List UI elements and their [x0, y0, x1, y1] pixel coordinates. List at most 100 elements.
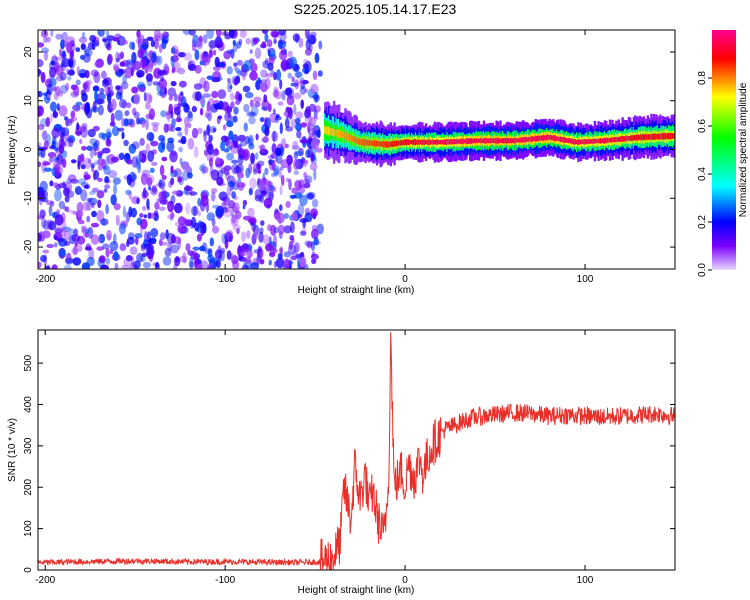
heatmap-signal-cell — [650, 133, 653, 140]
heatmap-signal-cell — [582, 139, 585, 144]
heatmap-noise-cell — [131, 141, 140, 150]
heatmap-noise-cell — [122, 75, 127, 84]
heatmap-noise-cell — [259, 258, 265, 265]
heatmap-noise-cell — [117, 72, 122, 78]
heatmap-noise-cell — [189, 256, 194, 268]
heatmap-noise-cell — [304, 30, 310, 40]
heatmap-noise-cell — [199, 107, 204, 116]
heatmap-noise-cell — [250, 152, 255, 165]
heatmap-noise-cell — [232, 224, 241, 231]
heatmap-noise-cell — [279, 247, 283, 254]
heatmap-noise-cell — [248, 111, 257, 117]
heatmap-noise-cell — [173, 106, 181, 116]
heatmap-noise-cell — [209, 170, 213, 177]
heatmap-noise-cell — [236, 172, 244, 179]
heatmap-signal-cell — [569, 138, 573, 144]
heatmap-noise-cell — [211, 188, 218, 194]
heatmap-noise-cell — [149, 237, 157, 245]
heatmap-signal-cell — [480, 138, 483, 144]
heatmap-signal-cell — [349, 134, 352, 141]
heatmap-signal-cell — [327, 126, 331, 136]
heatmap-noise-cell — [237, 144, 242, 154]
heatmap-noise-cell — [92, 100, 97, 112]
heatmap-noise-cell — [177, 216, 186, 226]
heatmap-noise-cell — [300, 159, 309, 164]
heatmap-noise-cell — [43, 50, 49, 61]
heatmap-noise-cell — [215, 39, 224, 49]
heatmap-signal-cell — [361, 138, 365, 146]
heatmap-noise-cell — [315, 147, 323, 153]
heatmap-noise-cell — [307, 122, 312, 128]
heatmap-signal-cell — [519, 137, 522, 143]
heatmap-signal-cell — [359, 139, 362, 145]
heatmap-noise-cell — [212, 148, 220, 157]
heatmap-noise-cell — [53, 182, 59, 189]
heatmap-noise-cell — [302, 67, 310, 74]
heatmap-signal-cell — [472, 138, 476, 144]
heatmap-noise-cell — [297, 203, 305, 216]
heatmap-noise-cell — [293, 151, 298, 160]
heatmap-signal-cell — [424, 139, 428, 145]
heatmap-noise-cell — [279, 166, 284, 171]
heatmap-signal-cell — [364, 139, 367, 146]
heatmap-noise-cell — [190, 189, 193, 197]
heatmap-noise-cell — [92, 85, 100, 92]
heatmap-signal-cell — [330, 128, 333, 136]
heatmap-noise-cell — [241, 264, 249, 269]
y-tick-label: 100 — [23, 520, 34, 537]
heatmap-noise-cell — [299, 86, 307, 95]
heatmap-signal-cell — [486, 138, 489, 143]
heatmap-signal-cell — [656, 134, 659, 140]
heatmap-noise-cell — [174, 256, 181, 267]
heatmap-noise-cell — [214, 102, 224, 110]
heatmap-noise-cell — [227, 77, 231, 83]
heatmap-noise-cell — [206, 101, 211, 112]
heatmap-noise-cell — [117, 39, 121, 45]
heatmap-noise-cell — [165, 112, 172, 120]
heatmap-noise-cell — [310, 208, 319, 218]
heatmap-noise-cell — [267, 62, 274, 71]
heatmap-signal-cell — [539, 136, 542, 141]
heatmap-signal-cell — [451, 139, 454, 145]
heatmap-noise-cell — [84, 70, 90, 79]
heatmap-noise-cell — [136, 197, 140, 205]
heatmap-noise-cell — [283, 251, 292, 258]
heatmap-noise-cell — [273, 165, 280, 175]
heatmap-noise-cell — [283, 111, 289, 117]
heatmap-noise-cell — [88, 248, 95, 260]
heatmap-noise-cell — [105, 128, 112, 140]
heatmap-noise-cell — [264, 167, 269, 176]
heatmap-noise-cell — [187, 138, 195, 150]
heatmap-noise-cell — [152, 81, 160, 86]
heatmap-noise-cell — [178, 52, 186, 58]
heatmap-noise-cell — [161, 156, 168, 162]
heatmap-noise-cell — [81, 262, 90, 269]
heatmap-signal-cell — [379, 141, 382, 147]
heatmap-signal-cell — [610, 137, 613, 143]
heatmap-noise-cell — [272, 130, 276, 143]
heatmap-noise-cell — [121, 131, 125, 140]
heatmap-noise-cell — [235, 67, 240, 74]
heatmap-noise-cell — [38, 232, 43, 242]
heatmap-noise-cell — [310, 253, 319, 260]
heatmap-noise-cell — [39, 198, 43, 206]
heatmap-noise-cell — [238, 38, 243, 46]
heatmap-signal-cell — [644, 134, 647, 140]
heatmap-noise-cell — [105, 257, 111, 265]
heatmap-noise-cell — [67, 174, 77, 182]
heatmap-signal-cell — [557, 136, 560, 141]
x-tick-label: 0 — [402, 575, 408, 586]
heatmap-noise-cell — [268, 259, 272, 266]
heatmap-noise-cell — [67, 76, 72, 81]
heatmap-signal-cell — [492, 138, 496, 144]
heatmap-noise-cell — [141, 121, 146, 128]
heatmap-noise-cell — [160, 76, 165, 82]
heatmap-noise-cell — [94, 89, 98, 102]
heatmap-signal-cell — [571, 138, 574, 145]
heatmap-noise-cell — [223, 124, 227, 131]
heatmap-noise-cell — [97, 104, 104, 116]
heatmap-signal-cell — [597, 138, 600, 144]
heatmap-signal-cell — [485, 137, 488, 144]
heatmap-noise-cell — [208, 134, 213, 142]
y-tick-label: 10 — [23, 95, 34, 107]
